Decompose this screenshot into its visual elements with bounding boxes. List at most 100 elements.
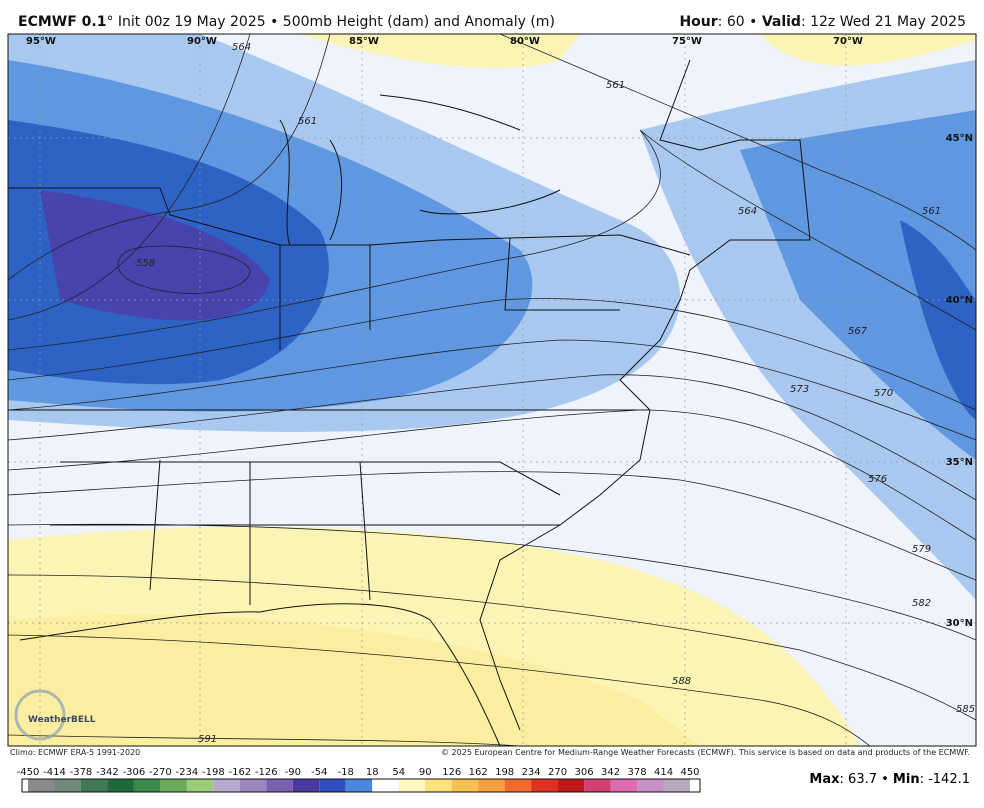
map-frame <box>7 33 977 747</box>
colorbar-label: -54 <box>311 767 327 778</box>
borders <box>8 59 811 746</box>
logo-text: WeatherBELL <box>28 715 96 725</box>
contour <box>8 34 331 281</box>
colorbar-label: 90 <box>419 767 432 778</box>
contour <box>8 471 976 581</box>
contour-label: 561 <box>606 80 625 91</box>
copyright: © 2025 European Centre for Medium-Range … <box>441 748 970 757</box>
title: ° Init 00z 19 May 2025 • 500mb Height (d… <box>106 14 554 30</box>
colorbar-label: -234 <box>176 767 199 778</box>
colorbar-swatch <box>531 779 558 792</box>
map: 561 564 558 561 564 561 567 570 573 576 … <box>7 33 977 747</box>
contour <box>8 634 871 746</box>
colorbar-swatch <box>107 779 134 792</box>
colorbar-label: -450 <box>17 767 40 778</box>
colorbar-label: 126 <box>442 767 461 778</box>
contour <box>8 734 521 746</box>
colorbar-frame <box>21 778 701 793</box>
longitude-label: 95°W <box>26 36 56 47</box>
contour-label: 582 <box>912 598 931 609</box>
contour <box>8 574 976 721</box>
contour-label: 591 <box>198 734 217 745</box>
min: : -142.1 <box>920 772 970 787</box>
colorbar-label: 450 <box>680 767 699 778</box>
contour-label: 564 <box>232 42 251 53</box>
colorbar-label: 342 <box>601 767 620 778</box>
colorbar-swatch <box>663 779 690 792</box>
contour-label: 588 <box>672 676 691 687</box>
colorbar-label: 414 <box>654 767 673 778</box>
colorbar-swatch <box>345 779 373 792</box>
colorbar-swatch <box>319 779 346 792</box>
colorbar: -450 -414 -378 -342 -306 -270 -234 -198 -162 -126… <box>17 767 701 793</box>
negative-anomaly <box>900 220 976 420</box>
header-right: Hour: 60 • Valid: 12z Wed 21 May 2025 <box>679 14 966 30</box>
colorbar-label: -162 <box>228 767 251 778</box>
colorbar-swatch <box>451 779 479 792</box>
contour <box>8 409 976 541</box>
colorbar-label: 198 <box>495 767 514 778</box>
colorbar-swatch <box>292 779 320 792</box>
contour-label: 573 <box>790 384 809 395</box>
longitude-label: 85°W <box>349 36 379 47</box>
hour: : 60 • <box>718 14 762 30</box>
colorbar-swatch <box>504 779 532 792</box>
colorbar-swatch <box>54 779 81 792</box>
contour-label: 564 <box>738 206 757 217</box>
colorbar-label: -306 <box>123 767 146 778</box>
logo-mark <box>14 689 66 741</box>
colorbar-label: 270 <box>548 767 567 778</box>
colorbar-label: -414 <box>43 767 66 778</box>
great-lakes <box>279 94 561 246</box>
valid: : 12z Wed 21 May 2025 <box>801 14 966 30</box>
latitude-label: 30°N <box>946 618 973 629</box>
max-label: Max <box>809 772 840 787</box>
colorbar-label: 18 <box>366 767 379 778</box>
contour <box>8 374 976 501</box>
contour <box>8 34 251 321</box>
contour <box>8 339 976 441</box>
hour-label: Hour <box>679 14 717 30</box>
colorbar-label: 378 <box>627 767 646 778</box>
coastline <box>479 59 811 731</box>
contour-label: 576 <box>868 474 887 485</box>
contour <box>8 298 976 411</box>
colorbar-swatch <box>425 779 452 792</box>
contour-label: 570 <box>874 388 893 399</box>
colorbar-label: 54 <box>392 767 405 778</box>
latitude-label: 45°N <box>946 133 973 144</box>
colorbar-swatch <box>372 779 399 792</box>
colorbar-swatch <box>610 779 638 792</box>
colorbar-swatch <box>557 779 585 792</box>
grid <box>8 34 976 746</box>
contour-label: 558 <box>136 258 155 269</box>
colorbar-label: 234 <box>522 767 541 778</box>
contour-label: 561 <box>922 206 941 217</box>
min-label: Min <box>893 772 920 787</box>
contour-label: 567 <box>848 326 868 337</box>
contours <box>8 34 976 746</box>
colorbar-swatch <box>239 779 267 792</box>
colorbar-swatch <box>28 779 55 792</box>
latitude-label: 35°N <box>946 457 973 468</box>
colorbar-swatch <box>213 779 240 792</box>
colorbar-swatch <box>186 779 214 792</box>
max: : 63.7 • <box>840 772 893 787</box>
positive-anomaly <box>300 34 580 69</box>
climo-note: Climo: ECMWF ERA-5 1991-2020 <box>10 748 140 757</box>
colorbar-label: -270 <box>149 767 172 778</box>
positive-anomaly <box>8 614 700 746</box>
colorbar-label: -126 <box>255 767 278 778</box>
longitude-label: 70°W <box>833 36 863 47</box>
longitude-label: 90°W <box>187 36 217 47</box>
colorbar-label: -342 <box>96 767 119 778</box>
colorbar-swatch <box>584 779 611 792</box>
longitude-label: 80°W <box>510 36 540 47</box>
contour <box>499 34 976 251</box>
stats: Max: 63.7 • Min: -142.1 <box>809 772 970 787</box>
colorbar-label: -378 <box>70 767 93 778</box>
colorbar-swatch <box>160 779 187 792</box>
latitude-label: 40°N <box>946 295 973 306</box>
colorbar-swatch <box>80 779 108 792</box>
